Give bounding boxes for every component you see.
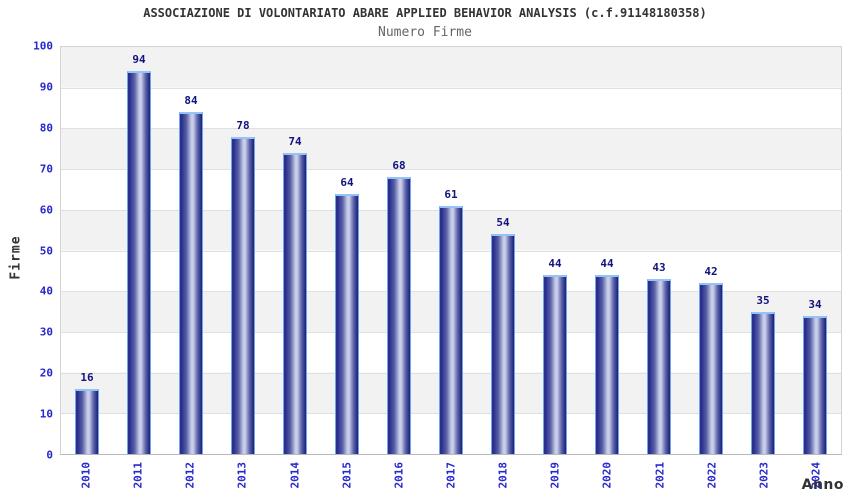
bar-value-label: 16 (80, 370, 94, 384)
bar-value-label: 35 (756, 293, 770, 307)
chart-subtitle: Numero Firme (378, 25, 472, 40)
bar-value-label: 61 (444, 187, 458, 201)
x-tick-label: 2022 (705, 462, 719, 489)
x-tick-label: 2021 (653, 462, 667, 489)
bar-value-label: 34 (808, 297, 822, 311)
gridline (61, 128, 841, 130)
bar (439, 205, 463, 454)
gridline (61, 169, 841, 171)
x-tick-label: 2020 (600, 462, 614, 489)
bar (751, 311, 775, 454)
bar (646, 279, 671, 454)
x-tick-label: 2014 (288, 462, 302, 489)
bar (231, 136, 255, 454)
bar-value-label: 44 (600, 256, 614, 270)
bar (335, 193, 359, 454)
bar-value-label: 78 (236, 118, 250, 132)
gridline (61, 87, 841, 89)
bar-value-label: 44 (548, 256, 562, 270)
y-tick-label: 30 (39, 325, 53, 339)
x-axis-title: Anno (801, 477, 844, 493)
bar (178, 112, 203, 454)
bar (595, 274, 619, 454)
y-tick-label: 90 (39, 80, 53, 94)
x-tick-label: 2017 (444, 462, 458, 489)
y-tick-label: 60 (39, 203, 53, 217)
bar-value-label: 74 (288, 134, 302, 148)
y-axis: 0 10 20 30 40 50 60 70 80 90 100 (0, 40, 53, 462)
bar (803, 315, 827, 454)
y-tick-label: 10 (39, 407, 53, 421)
y-tick-label: 100 (33, 39, 53, 53)
plot-area: 16 94 84 78 74 64 68 61 54 44 44 43 42 35 34 (60, 46, 842, 455)
bar-value-label: 42 (704, 265, 718, 279)
x-tick-label: 2013 (235, 462, 249, 489)
bar-value-label: 68 (392, 159, 406, 173)
x-tick-label: 2012 (183, 462, 197, 489)
chart-title: ASSOCIAZIONE DI VOLONTARIATO ABARE APPLI… (143, 6, 707, 20)
bar (387, 177, 411, 454)
bar (699, 283, 723, 454)
bar-value-label: 94 (132, 53, 146, 67)
y-tick-label: 50 (39, 244, 53, 257)
x-tick-label: 2010 (79, 462, 93, 489)
y-tick-label: 80 (39, 121, 53, 135)
x-tick-label: 2019 (548, 462, 562, 489)
x-tick-label: 2011 (131, 462, 145, 489)
bar (543, 274, 567, 454)
y-tick-label: 0 (46, 448, 53, 462)
bar-value-label: 54 (496, 216, 510, 230)
bar (283, 152, 307, 454)
bar-value-label: 84 (184, 94, 198, 108)
bar (127, 71, 151, 454)
x-axis: 2010 2011 2012 2013 2014 2015 2016 2017 2018 2019… (60, 461, 842, 500)
x-tick-label: 2018 (496, 462, 510, 489)
x-tick-label: 2016 (392, 462, 406, 489)
bar (75, 388, 99, 454)
x-tick-label: 2015 (340, 462, 354, 489)
bar-value-label: 64 (340, 175, 354, 189)
bar (491, 234, 515, 454)
y-tick-label: 40 (39, 284, 53, 298)
y-tick-label: 70 (39, 162, 53, 176)
bar-value-label: 43 (652, 261, 666, 274)
x-tick-label: 2023 (757, 462, 771, 489)
y-tick-label: 20 (39, 366, 53, 380)
